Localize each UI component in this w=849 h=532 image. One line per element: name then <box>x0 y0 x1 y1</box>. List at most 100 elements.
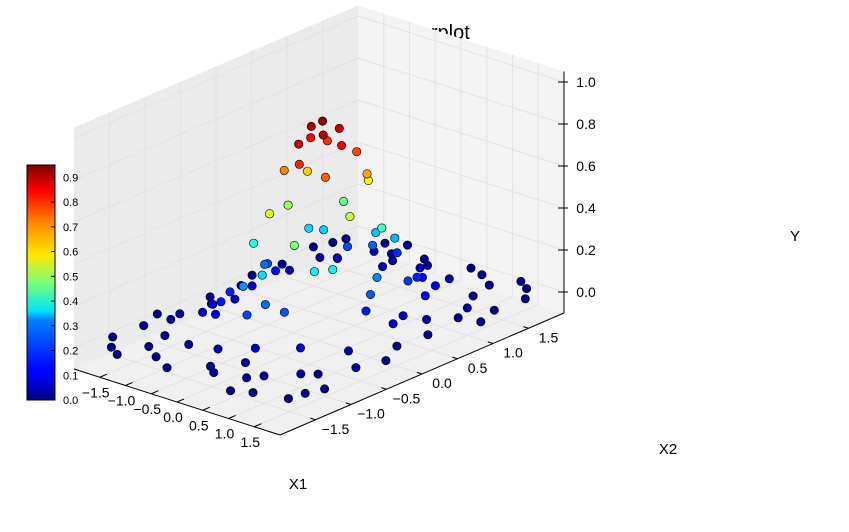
data-point <box>334 123 344 133</box>
data-point <box>294 139 304 149</box>
data-point <box>294 159 304 169</box>
data-point <box>328 265 338 275</box>
data-point <box>250 343 260 353</box>
data-point <box>365 289 375 299</box>
x1-axis-ticks: −1.5−1.0−0.50.0 0.5 1.0 1.5 <box>82 373 262 450</box>
data-point <box>319 225 329 235</box>
x2-tick-label: −0.5 <box>393 390 421 406</box>
x2-tick-mark <box>452 356 458 360</box>
x2-tick-label: 1.5 <box>539 329 559 345</box>
x2-tick-label: −1.5 <box>322 421 350 437</box>
colorbar-tick-label: 0.0 <box>63 395 78 407</box>
data-point <box>392 248 402 258</box>
data-point <box>339 196 349 206</box>
data-point <box>240 358 250 368</box>
data-point <box>175 309 185 319</box>
x1-tick-mark <box>151 390 159 395</box>
data-point <box>259 371 269 381</box>
grid-line <box>357 99 565 167</box>
data-point <box>306 133 316 143</box>
y-tick-label: 0.0 <box>576 284 596 300</box>
data-point <box>378 262 388 272</box>
y-tick-label: 0.2 <box>576 242 596 258</box>
data-point <box>283 394 293 404</box>
data-point <box>184 339 194 349</box>
data-point <box>257 270 267 280</box>
data-point <box>520 294 530 304</box>
data-point <box>302 166 312 176</box>
x1-tick-mark <box>228 414 236 419</box>
data-point <box>477 270 487 280</box>
data-point <box>423 330 433 340</box>
data-point <box>151 352 161 362</box>
data-points <box>106 116 532 404</box>
x2-axis-ticks: −1.5 −1.0 −0.5 0.0 0.5 1.0 1.5 <box>310 326 559 437</box>
colorbar-tick-label: 0.3 <box>63 321 78 333</box>
data-point <box>352 147 362 157</box>
data-point <box>313 369 323 379</box>
data-point <box>209 368 219 378</box>
data-point <box>402 240 412 250</box>
data-point <box>304 223 314 233</box>
x2-tick-label: 1.0 <box>503 345 523 361</box>
data-point <box>295 343 305 353</box>
x1-tick-label: −0.5 <box>133 401 161 417</box>
data-point <box>343 346 353 356</box>
data-point <box>484 280 494 290</box>
x1-tick-label: −1.0 <box>108 393 136 409</box>
data-point <box>249 238 259 248</box>
data-point <box>308 242 318 252</box>
data-point <box>332 254 342 264</box>
data-point <box>345 212 355 222</box>
data-point <box>279 165 289 175</box>
data-point <box>112 349 122 359</box>
data-point <box>351 363 361 373</box>
data-point <box>289 240 299 250</box>
grid-line <box>357 141 565 209</box>
data-point <box>213 344 223 354</box>
x2-axis-label: X2 <box>659 441 677 458</box>
data-point <box>248 388 258 398</box>
data-point <box>444 274 454 284</box>
data-point <box>152 309 162 319</box>
x2-tick-label: 0.5 <box>468 360 488 376</box>
x1-tick-mark <box>176 398 185 403</box>
data-point <box>390 233 400 243</box>
x2-tick-mark <box>310 417 316 421</box>
data-point <box>462 303 472 313</box>
data-point <box>216 297 226 307</box>
x1-axis-label: X1 <box>289 476 307 493</box>
data-point <box>361 306 371 316</box>
grid-line <box>251 292 458 360</box>
data-point <box>412 272 422 282</box>
data-point <box>211 309 221 319</box>
data-point <box>315 253 325 263</box>
data-point <box>260 259 270 269</box>
data-point <box>388 256 398 266</box>
grid-line <box>357 15 565 83</box>
data-point <box>453 313 463 323</box>
colorbar-tick-label: 0.4 <box>63 296 78 308</box>
data-point <box>342 242 352 252</box>
x1-tick-label: 0.5 <box>189 417 209 433</box>
x2-tick-mark <box>345 402 352 405</box>
x1-tick-mark <box>99 373 108 378</box>
data-point <box>522 284 532 294</box>
data-point <box>320 384 330 394</box>
data-point <box>238 281 248 291</box>
grid-line <box>357 57 565 125</box>
x2-tick-mark <box>416 371 423 375</box>
grid-line <box>286 277 494 344</box>
data-point <box>420 291 430 301</box>
data-point <box>208 299 218 309</box>
x1-tick-mark <box>125 381 133 386</box>
data-point <box>265 209 275 219</box>
data-point <box>225 287 235 297</box>
data-point <box>380 238 390 248</box>
data-point <box>516 276 526 286</box>
data-point <box>422 260 432 270</box>
data-point <box>318 130 328 140</box>
data-point <box>341 234 351 244</box>
grid-line <box>73 57 359 181</box>
